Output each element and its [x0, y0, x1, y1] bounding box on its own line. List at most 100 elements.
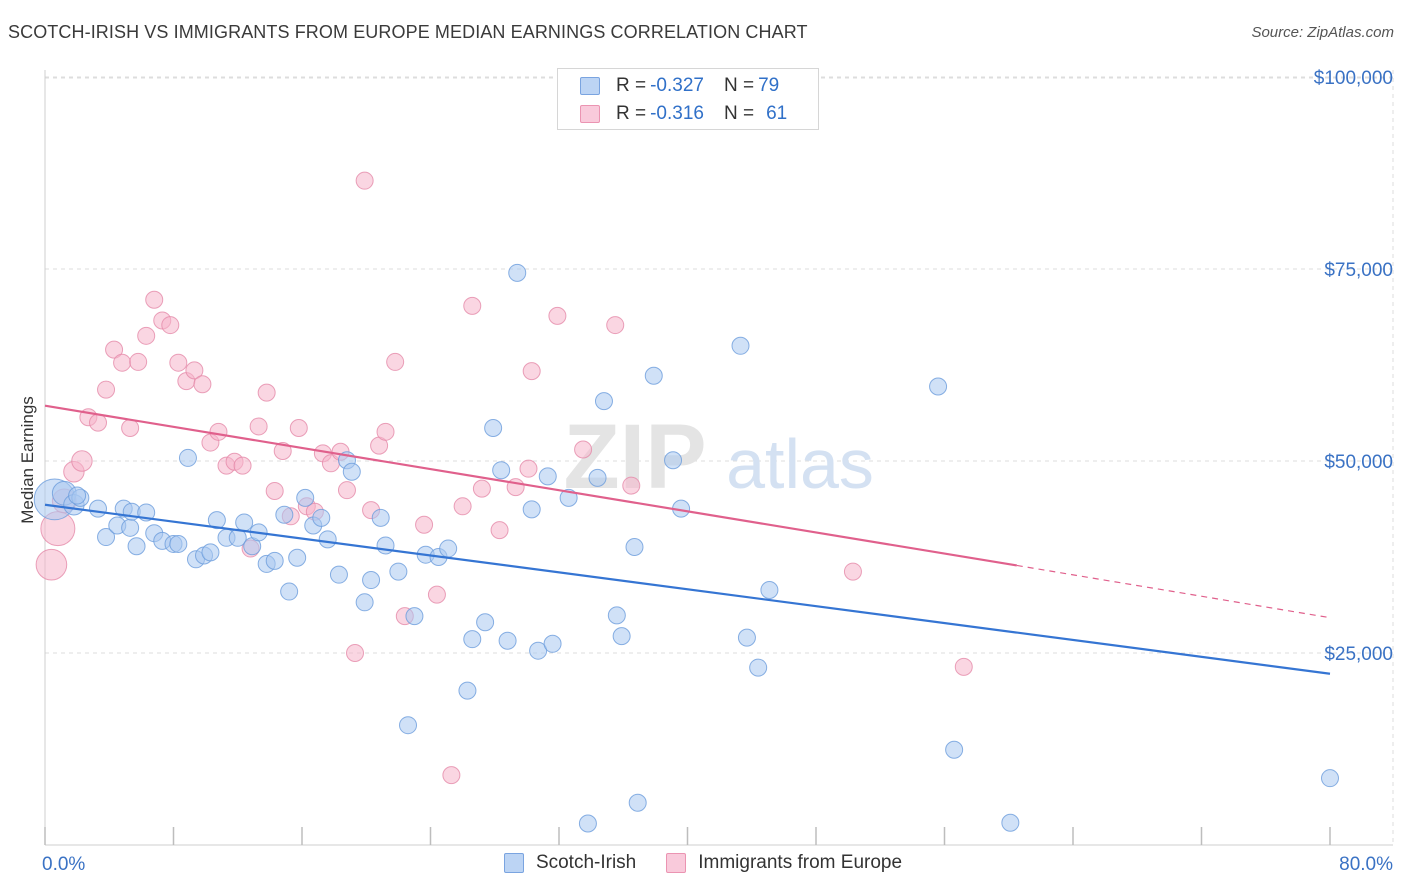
- legend-row-immigrants: R = -0.316 N = 61: [580, 101, 787, 127]
- legend-n-label: N =: [723, 103, 755, 124]
- data-point-scotch-irish: [201, 543, 220, 562]
- y-tick-label: $100,000: [1314, 68, 1393, 89]
- data-point-immigrants: [386, 352, 405, 371]
- watermark-atlas: atlas: [726, 425, 874, 503]
- chart-title: SCOTCH-IRISH VS IMMIGRANTS FROM EUROPE M…: [8, 22, 808, 42]
- axes: [44, 70, 1393, 846]
- data-point-immigrants: [129, 352, 148, 371]
- legend-n-label: N =: [723, 75, 755, 96]
- x-tick-label: 0.0%: [42, 854, 85, 875]
- data-point-scotch-irish: [207, 511, 226, 530]
- data-point-scotch-irish: [945, 740, 964, 759]
- data-point-scotch-irish: [399, 716, 418, 735]
- data-point-immigrants: [622, 476, 641, 495]
- data-point-scotch-irish: [280, 582, 299, 601]
- data-point-immigrants: [415, 515, 434, 534]
- data-point-scotch-irish: [355, 593, 374, 612]
- legend-row-scotch-irish: R = -0.327 N = 79: [580, 73, 779, 99]
- legend-swatch-blue: [503, 853, 524, 873]
- data-point-scotch-irish: [342, 462, 361, 481]
- data-point-scotch-irish: [235, 513, 254, 532]
- data-point-scotch-irish: [178, 448, 197, 467]
- data-point-scotch-irish: [265, 551, 284, 570]
- legend-label: Scotch-Irish: [535, 852, 637, 873]
- data-point-immigrants: [265, 481, 284, 500]
- data-point-immigrants: [105, 340, 124, 359]
- data-point-scotch-irish: [737, 628, 756, 647]
- y-tick-label: $50,000: [1324, 452, 1393, 473]
- data-point-scotch-irish: [664, 451, 683, 470]
- legend-item-scotch-irish[interactable]: Scotch-Irish: [503, 852, 637, 874]
- data-point-immigrants: [121, 418, 140, 437]
- legend-label: Immigrants from Europe: [698, 852, 903, 873]
- data-point-scotch-irish: [312, 508, 331, 527]
- trend-line-immigrants-extension: [1016, 564, 1331, 619]
- data-point-scotch-irish: [484, 418, 503, 437]
- data-point-scotch-irish: [476, 613, 495, 632]
- data-point-immigrants: [193, 375, 212, 394]
- data-point-scotch-irish: [439, 539, 458, 558]
- data-point-immigrants: [145, 290, 164, 309]
- data-point-immigrants: [606, 316, 625, 335]
- data-point-scotch-irish: [731, 336, 750, 355]
- y-axis-label: Median Earnings: [18, 396, 37, 524]
- data-point-scotch-irish: [68, 486, 87, 505]
- legend-swatch-pink: [666, 853, 687, 873]
- correlation-legend: R = -0.327 N = 79 R = -0.316 N = 61: [557, 68, 819, 130]
- data-point-scotch-irish: [458, 681, 477, 700]
- data-point-scotch-irish: [607, 606, 626, 625]
- series-legend: Scotch-Irish Immigrants from Europe: [0, 852, 1406, 874]
- legend-n-value: 61: [766, 103, 788, 124]
- trend-line-scotch-irish: [44, 503, 1331, 675]
- data-point-scotch-irish: [1321, 769, 1339, 788]
- data-point-scotch-irish: [89, 499, 108, 518]
- x-tick-label: 80.0%: [1339, 854, 1393, 875]
- data-point-immigrants: [185, 361, 204, 380]
- data-point-immigrants: [71, 450, 93, 472]
- data-point-scotch-irish: [121, 518, 140, 537]
- data-point-scotch-irish: [559, 488, 578, 507]
- y-tick-label: $25,000: [1324, 644, 1393, 665]
- y-tick-labels: $25,000 $50,000 $75,000 $100,000: [1314, 68, 1393, 665]
- data-point-immigrants: [463, 296, 482, 315]
- data-point-scotch-irish: [588, 468, 607, 487]
- data-point-immigrants: [843, 562, 862, 581]
- data-point-immigrants: [472, 479, 491, 498]
- data-point-scotch-irish: [522, 500, 541, 519]
- data-point-scotch-irish: [288, 548, 307, 567]
- data-point-immigrants: [453, 497, 472, 516]
- data-point-scotch-irish: [625, 538, 644, 557]
- data-point-immigrants: [490, 521, 509, 540]
- trend-line-immigrants: [44, 404, 1017, 567]
- data-point-immigrants: [249, 417, 268, 436]
- legend-n-value: 79: [758, 75, 780, 96]
- data-point-scotch-irish: [508, 263, 527, 282]
- data-point-scotch-irish: [97, 528, 116, 547]
- watermark: ZIP atlas: [563, 406, 874, 508]
- legend-r-label: R =: [616, 75, 647, 96]
- data-point-immigrants: [137, 326, 156, 345]
- data-point-immigrants: [574, 440, 593, 459]
- legend-item-immigrants[interactable]: Immigrants from Europe: [666, 852, 902, 874]
- data-point-immigrants: [337, 481, 356, 500]
- data-point-scotch-irish: [529, 641, 548, 660]
- data-point-scotch-irish: [275, 505, 294, 524]
- legend-swatch-blue: [580, 77, 600, 95]
- data-point-scotch-irish: [594, 392, 613, 411]
- data-point-scotch-irish: [628, 793, 647, 812]
- data-point-scotch-irish: [543, 634, 562, 653]
- data-point-scotch-irish: [169, 534, 188, 553]
- data-point-scotch-irish: [318, 530, 337, 549]
- data-point-immigrants: [522, 362, 541, 381]
- x-tick-labels: 0.0% 80.0%: [42, 854, 1393, 875]
- data-point-immigrants: [257, 383, 276, 402]
- data-point-immigrants: [355, 171, 374, 190]
- data-point-scotch-irish: [492, 461, 511, 480]
- data-point-scotch-irish: [371, 508, 390, 527]
- data-point-immigrants: [442, 766, 461, 785]
- data-point-scotch-irish: [929, 377, 948, 396]
- data-point-immigrants: [376, 422, 395, 441]
- data-point-immigrants: [161, 316, 180, 335]
- data-point-scotch-irish: [760, 581, 779, 600]
